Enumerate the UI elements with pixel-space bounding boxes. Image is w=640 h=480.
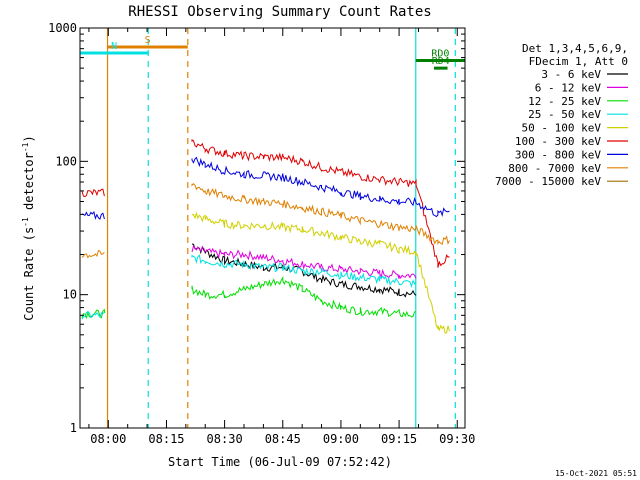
- x-axis-label: Start Time (06-Jul-09 07:52:42): [168, 455, 392, 469]
- y-axis-label-part: Count Rate (s: [22, 227, 36, 321]
- legend-entry-label: 300 - 800 keV: [515, 148, 601, 161]
- legend-entry-label: 7000 - 15000 keV: [495, 175, 601, 188]
- y-axis-label-part: detector: [22, 152, 36, 217]
- flag-label: S: [145, 35, 151, 46]
- x-tick-label: 09:30: [439, 432, 475, 446]
- x-tick-label: 08:00: [90, 432, 126, 446]
- legend-entry-label: 3 - 6 keV: [541, 68, 601, 81]
- x-tick-label: 08:30: [207, 432, 243, 446]
- series-line: [81, 156, 450, 220]
- legend-entry-label: 50 - 100 keV: [522, 122, 602, 135]
- y-axis-label-part: ): [22, 135, 36, 142]
- y-axis-label-sup: -1: [21, 142, 30, 152]
- y-tick-label: 10: [63, 288, 77, 302]
- legend-entry-label: 12 - 25 keV: [528, 95, 601, 108]
- series-line: [81, 254, 417, 320]
- x-tick-label: 08:15: [148, 432, 184, 446]
- legend-entry-label: 25 - 50 keV: [528, 108, 601, 121]
- axes-layer: 1000 100 10 1 08:00 08:15 08:30 08:45 09:00 09:15…: [48, 21, 475, 446]
- flag-label: RD0: [431, 49, 449, 60]
- legend-header: Det 1,3,4,5,6,9,: [522, 42, 628, 55]
- legend-header: FDecim 1, Att 0: [529, 55, 628, 68]
- flag-label: N: [111, 41, 117, 52]
- series-line: [191, 243, 417, 298]
- legend-entry-label: 6 - 12 keV: [535, 81, 602, 94]
- x-tick-label: 09:15: [381, 432, 417, 446]
- y-axis-label: Count Rate (s-1 detector-1): [21, 135, 36, 320]
- y-tick-label: 1: [70, 421, 77, 435]
- y-tick-label: 1000: [48, 21, 77, 35]
- plot-frame: [79, 27, 466, 429]
- series-line: [81, 275, 417, 320]
- series-line: [191, 244, 417, 279]
- footer-date: 15-Oct-2021 05:51: [555, 469, 637, 478]
- y-tick-label: 100: [55, 154, 77, 168]
- series-line: [191, 211, 450, 334]
- legend-entry-label: 800 - 7000 keV: [508, 162, 601, 175]
- x-tick-label: 08:45: [265, 432, 301, 446]
- flag-label: RD4: [432, 56, 450, 67]
- y-axis-label-sup: -1: [21, 217, 30, 227]
- x-tick-label: 09:00: [323, 432, 359, 446]
- series-line: [81, 139, 450, 268]
- legend-entry-label: 100 - 300 keV: [515, 135, 601, 148]
- series-line: [81, 182, 450, 259]
- chart-title: RHESSI Observing Summary Count Rates: [128, 4, 431, 20]
- legend: Det 1,3,4,5,6,9,FDecim 1, Att 03 - 6 keV…: [495, 42, 628, 188]
